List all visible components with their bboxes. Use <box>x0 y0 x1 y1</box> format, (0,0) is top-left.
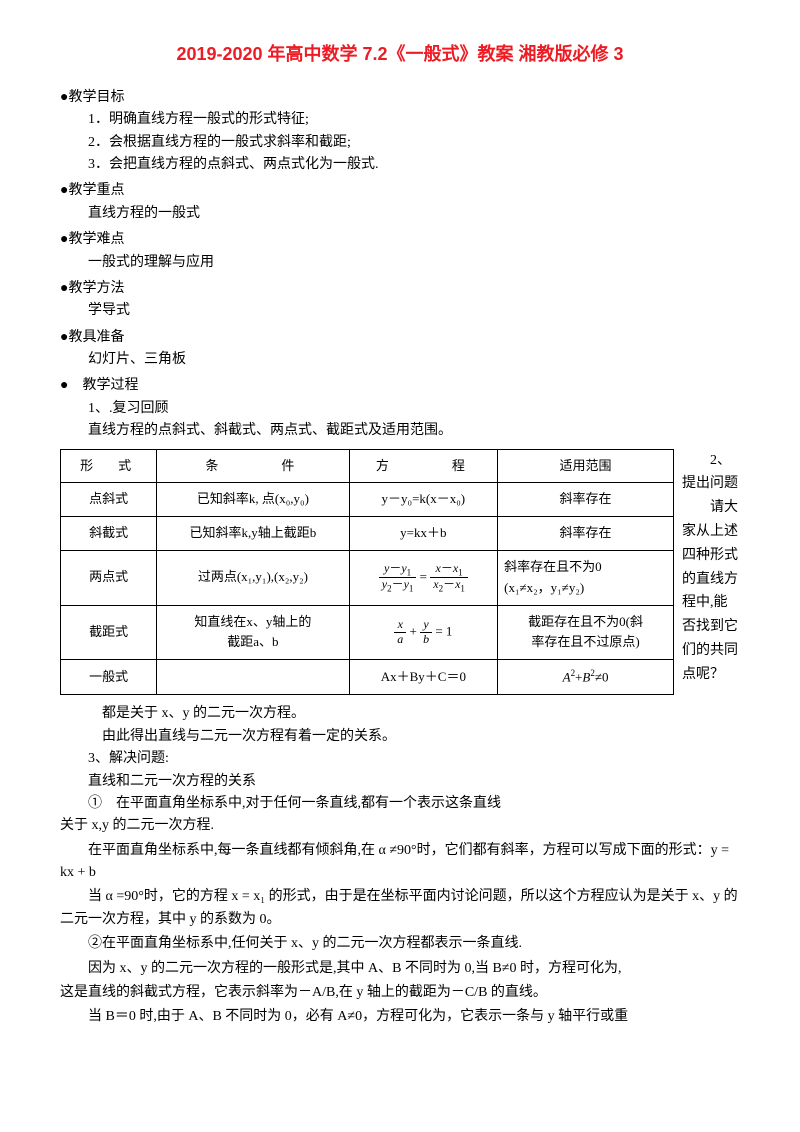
cell: 已知斜率k,y轴上截距b <box>157 517 349 551</box>
table-row: 两点式 过两点(x₁,y₁),(x₂,y₂) y－y1y2－y1 = x－x1x… <box>61 551 674 606</box>
proc-1-body: 直线方程的点斜式、斜截式、两点式、截距式及适用范围。 <box>60 420 740 442</box>
th-equation: 方 程 <box>349 449 498 483</box>
cell: 点斜式 <box>61 483 157 517</box>
prep-heading: ●教具准备 <box>60 327 740 349</box>
side-q-head: 2、提出问题 <box>682 449 740 497</box>
table-row: 点斜式 已知斜率k, 点(x₀,y₀) y－y₀=k(x－x₀) 斜率存在 <box>61 483 674 517</box>
goal-2: 2．会根据直线方程的一般式求斜率和截距; <box>60 132 740 154</box>
proc-3: 3、解决问题: <box>60 748 740 770</box>
table-row: 斜截式 已知斜率k,y轴上截距b y=kx＋b 斜率存在 <box>61 517 674 551</box>
proc-1: 1、.复习回顾 <box>60 398 740 420</box>
cell: y－y₀=k(x－x₀) <box>349 483 498 517</box>
paragraph-3: ②在平面直角坐标系中,任何关于 x、y 的二元一次方程都表示一条直线. <box>60 933 740 955</box>
cell-formula: xa + yb = 1 <box>349 605 498 660</box>
goal-3: 3．会把直线方程的点斜式、两点式化为一般式. <box>60 154 740 176</box>
proc-3a: 直线和二元一次方程的关系 <box>60 771 740 793</box>
table-row: 一般式 Ax＋By＋C＝0 A2+B2≠0 <box>61 660 674 695</box>
cell: 过两点(x₁,y₁),(x₂,y₂) <box>157 551 349 606</box>
key-heading: ●教学重点 <box>60 180 740 202</box>
cell: 截距存在且不为0(斜 率存在且不过原点) <box>498 605 674 660</box>
prep-body: 幻灯片、三角板 <box>60 349 740 371</box>
method-body: 学导式 <box>60 300 740 322</box>
cell: y=kx＋b <box>349 517 498 551</box>
th-condition: 条 件 <box>157 449 349 483</box>
th-form: 形 式 <box>61 449 157 483</box>
cell: 已知斜率k, 点(x₀,y₀) <box>157 483 349 517</box>
cell: 知直线在x、y轴上的 截距a、b <box>157 605 349 660</box>
paragraph-4a: 因为 x、y 的二元一次方程的一般形式是,其中 A、B 不同时为 0,当 B≠0… <box>60 958 740 980</box>
method-heading: ●教学方法 <box>60 278 740 300</box>
forms-table-wrap: 形 式 条 件 方 程 适用范围 点斜式 已知斜率k, 点(x₀,y₀) y－y… <box>60 449 674 696</box>
cell: Ax＋By＋C＝0 <box>349 660 498 695</box>
paragraph-2: 当 α =90°时，它的方程 x = x₁ 的形式，由于是在坐标平面内讨论问题，… <box>60 886 740 931</box>
key-body: 直线方程的一般式 <box>60 203 740 225</box>
paragraph-1: 在平面直角坐标系中,每一条直线都有倾斜角,在 α ≠90°时，它们都有斜率，方程… <box>60 840 740 885</box>
cell: 截距式 <box>61 605 157 660</box>
forms-table: 形 式 条 件 方 程 适用范围 点斜式 已知斜率k, 点(x₀,y₀) y－y… <box>60 449 674 696</box>
page-title: 2019-2020 年高中数学 7.2《一般式》教案 湘教版必修 3 <box>60 40 740 69</box>
cell-formula: y－y1y2－y1 = x－x1x2－x1 <box>349 551 498 606</box>
goals-heading: ●教学目标 <box>60 87 740 109</box>
goal-1: 1．明确直线方程一般式的形式特征; <box>60 109 740 131</box>
paragraph-5: 当 B＝0 时,由于 A、B 不同时为 0，必有 A≠0，方程可化为，它表示一条… <box>60 1006 740 1028</box>
cell: 斜截式 <box>61 517 157 551</box>
proc-3c: 关于 x,y 的二元一次方程. <box>60 815 740 837</box>
cell: 斜率存在 <box>498 483 674 517</box>
proc-heading: ● 教学过程 <box>60 375 740 397</box>
proc-3b: ① 在平面直角坐标系中,对于任何一条直线,都有一个表示这条直线 <box>60 793 740 815</box>
answer-2: 由此得出直线与二元一次方程有着一定的关系。 <box>60 726 740 748</box>
side-question: 2、提出问题 请大家从上述四种形式的直线方程中,能否找到它们的共同点呢？ <box>682 449 740 687</box>
hard-heading: ●教学难点 <box>60 229 740 251</box>
paragraph-4b: 这是直线的斜截式方程，它表示斜率为－A/B,在 y 轴上的截距为－C/B 的直线… <box>60 982 740 1004</box>
table-row: 截距式 知直线在x、y轴上的 截距a、b xa + yb = 1 截距存在且不为… <box>61 605 674 660</box>
cell <box>157 660 349 695</box>
cell: 一般式 <box>61 660 157 695</box>
th-scope: 适用范围 <box>498 449 674 483</box>
side-q-body: 请大家从上述四种形式的直线方程中,能否找到它们的共同点呢？ <box>682 496 740 686</box>
cell: 两点式 <box>61 551 157 606</box>
cell: 斜率存在 <box>498 517 674 551</box>
answer-1: 都是关于 x、y 的二元一次方程。 <box>60 703 740 725</box>
cell: 斜率存在且不为0 (x₁≠x₂，y₁≠y₂) <box>498 551 674 606</box>
cell-formula: A2+B2≠0 <box>498 660 674 695</box>
table-header-row: 形 式 条 件 方 程 适用范围 <box>61 449 674 483</box>
hard-body: 一般式的理解与应用 <box>60 252 740 274</box>
